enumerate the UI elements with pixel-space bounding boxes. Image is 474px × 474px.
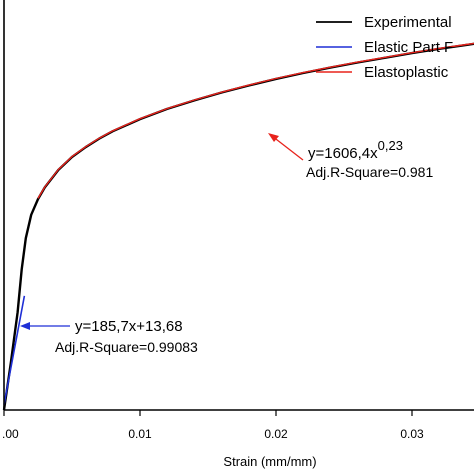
annotation-linear-arrowhead [20,322,30,330]
annotation-power-equation-exponent: 0,23 [378,138,403,153]
annotation-linear-equation: y=185,7x+13,68 [75,318,183,335]
plot-lines [2,42,474,411]
legend: Experimental Elastic Part F Elastoplasti… [316,14,453,81]
x-axis-title: Strain (mm/mm) [223,454,316,469]
legend-label-elastoplastic: Elastoplastic [364,64,449,81]
annotation-power-arrow [271,135,304,161]
series-line-elastic-part-f [3,295,26,405]
annotation-power-equation-base: y=1606,4x [308,145,378,162]
x-tick-label: 0.01 [128,427,152,441]
legend-label-experimental: Experimental [364,14,452,31]
series-line-elastoplastic [37,42,474,199]
annotation-power-fit: y=1606,4x0,23 Adj.R-Square=0.981 [268,133,433,180]
annotation-linear-rsquare: Adj.R-Square=0.99083 [55,339,198,355]
x-tick-label: 0.03 [400,427,424,441]
annotation-power-equation: y=1606,4x0,23 [308,138,403,162]
annotation-power-arrowhead [268,133,279,142]
annotation-linear-fit: y=185,7x+13,68 Adj.R-Square=0.99083 [20,318,198,355]
x-tick-label: .00 [2,427,19,441]
annotation-power-rsquare: Adj.R-Square=0.981 [306,164,433,180]
legend-label-elastic: Elastic Part F [364,39,453,56]
x-ticks: .00 0.01 0.02 0.03 [2,410,424,441]
x-tick-label: 0.02 [264,427,288,441]
